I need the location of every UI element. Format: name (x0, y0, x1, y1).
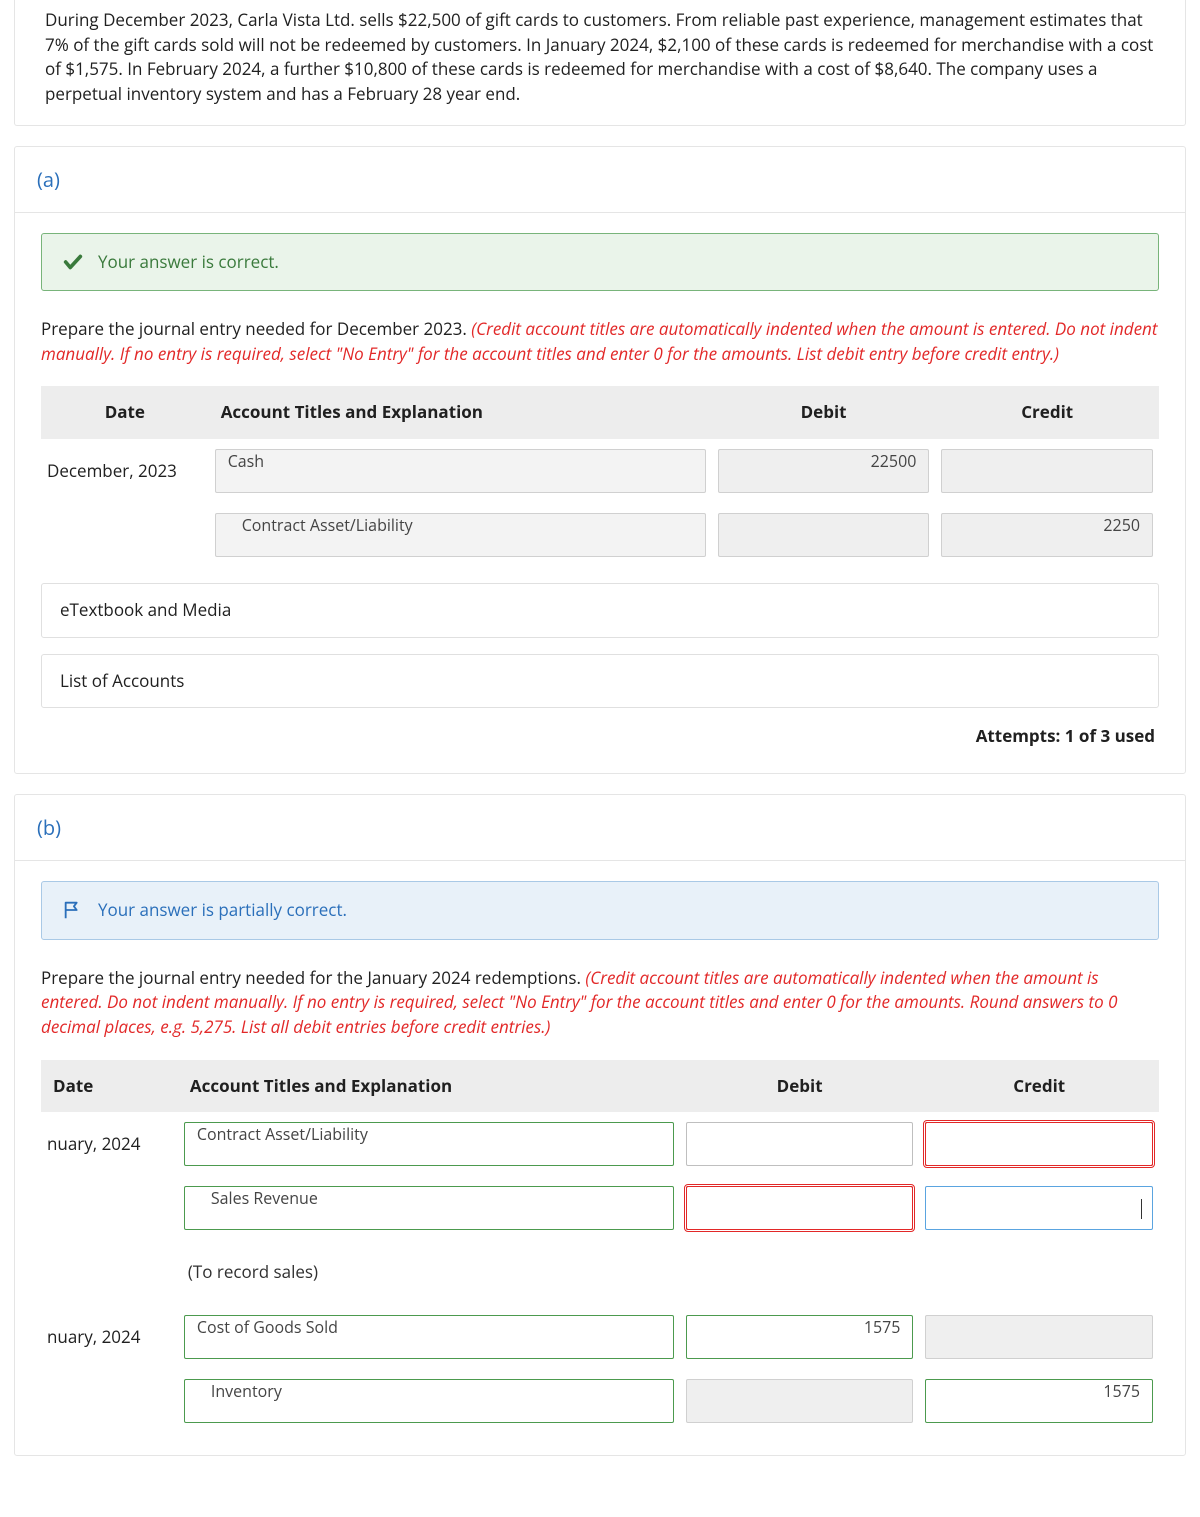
alert-partial: Your answer is partially correct. (41, 881, 1159, 940)
credit-input[interactable] (925, 1315, 1153, 1359)
problem-text: During December 2023, Carla Vista Ltd. s… (45, 8, 1153, 105)
part-b-panel: (b) Your answer is partially correct. Pr… (14, 794, 1186, 1456)
debit-input[interactable] (718, 513, 930, 557)
debit-input[interactable]: 22500 (718, 449, 930, 493)
date-cell: nuary, 2024 (41, 1112, 178, 1176)
attempts-text: Attempts: 1 of 3 used (41, 708, 1159, 751)
journal-table-b: Date Account Titles and Explanation Debi… (41, 1060, 1159, 1433)
account-select[interactable]: Cost of Goods Sold (184, 1315, 674, 1359)
account-select[interactable]: Sales Revenue (184, 1186, 674, 1230)
alert-correct: Your answer is correct. (41, 233, 1159, 292)
debit-input[interactable]: 1575 (686, 1315, 914, 1359)
credit-input[interactable] (941, 449, 1153, 493)
table-row: Inventory 1575 (41, 1369, 1159, 1433)
part-a-panel: (a) Your answer is correct. Prepare the … (14, 146, 1186, 774)
table-row: December, 2023 Cash 22500 (41, 439, 1159, 503)
col-date-header: Date (41, 1060, 178, 1113)
check-icon (62, 251, 84, 273)
alert-partial-text: Your answer is partially correct. (98, 898, 347, 923)
entry-note: (To record sales) (184, 1250, 1153, 1295)
col-credit-header: Credit (919, 1060, 1159, 1113)
account-select[interactable]: Cash (215, 449, 706, 493)
part-b-instructions: Prepare the journal entry needed for the… (41, 966, 1159, 1040)
col-credit-header: Credit (935, 386, 1159, 439)
table-row: (To record sales) (41, 1240, 1159, 1305)
debit-input[interactable] (686, 1186, 914, 1230)
debit-input[interactable] (686, 1122, 914, 1166)
col-debit-header: Debit (680, 1060, 920, 1113)
debit-input[interactable] (686, 1379, 914, 1423)
account-select[interactable]: Contract Asset/Liability (184, 1122, 674, 1166)
credit-input[interactable] (925, 1122, 1153, 1166)
credit-input[interactable]: 2250 (941, 513, 1153, 557)
alert-correct-text: Your answer is correct. (98, 250, 279, 275)
col-debit-header: Debit (712, 386, 936, 439)
part-b-label: (b) (15, 795, 1185, 861)
part-a-label: (a) (15, 147, 1185, 213)
account-select[interactable]: Contract Asset/Liability (215, 513, 706, 557)
part-a-instructions: Prepare the journal entry needed for Dec… (41, 317, 1159, 366)
date-cell: December, 2023 (41, 439, 209, 503)
etextbook-link[interactable]: eTextbook and Media (41, 583, 1159, 638)
flag-icon (62, 899, 84, 921)
problem-statement: During December 2023, Carla Vista Ltd. s… (14, 0, 1186, 126)
table-row: nuary, 2024 Contract Asset/Liability (41, 1112, 1159, 1176)
date-cell: nuary, 2024 (41, 1305, 178, 1369)
table-row: nuary, 2024 Cost of Goods Sold 1575 (41, 1305, 1159, 1369)
table-row: Sales Revenue (41, 1176, 1159, 1240)
col-acct-header: Account Titles and Explanation (178, 1060, 680, 1113)
account-select[interactable]: Inventory (184, 1379, 674, 1423)
col-date-header: Date (41, 386, 209, 439)
journal-table-a: Date Account Titles and Explanation Debi… (41, 386, 1159, 567)
col-acct-header: Account Titles and Explanation (209, 386, 712, 439)
table-row: Contract Asset/Liability 2250 (41, 503, 1159, 567)
credit-input[interactable] (925, 1186, 1153, 1230)
accounts-link[interactable]: List of Accounts (41, 654, 1159, 709)
credit-input[interactable]: 1575 (925, 1379, 1153, 1423)
